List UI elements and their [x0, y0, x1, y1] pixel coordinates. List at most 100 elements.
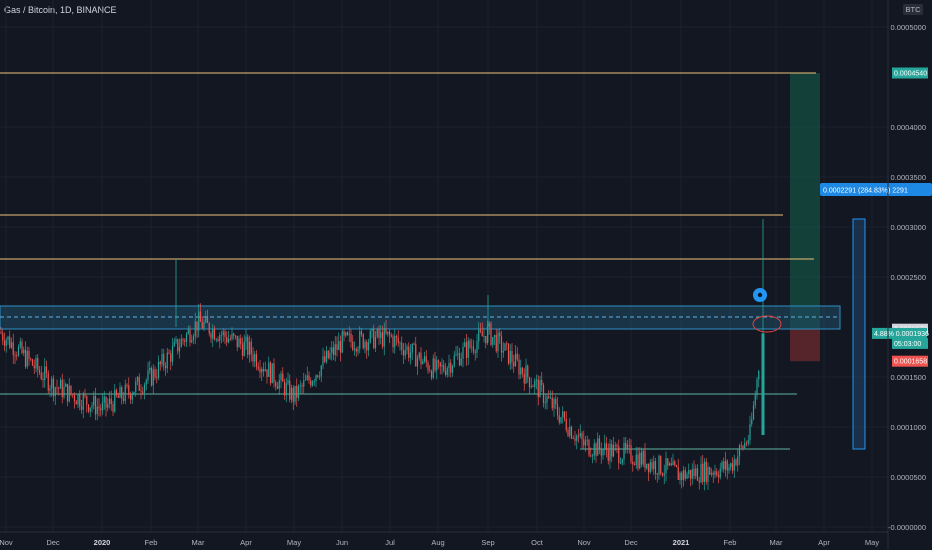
candle	[121, 387, 123, 399]
candle	[583, 439, 585, 446]
candle	[465, 342, 468, 358]
candle	[457, 353, 459, 355]
candle	[226, 336, 228, 343]
candle	[443, 364, 445, 371]
candle	[346, 332, 349, 335]
candle	[0, 332, 2, 334]
candle	[243, 341, 245, 356]
candle	[290, 387, 293, 400]
candle	[560, 417, 562, 423]
candle	[663, 473, 665, 476]
candle	[639, 452, 641, 469]
candle	[7, 336, 9, 341]
x-tick-label: Mar	[192, 538, 205, 547]
candle	[619, 462, 622, 464]
candle	[206, 316, 209, 323]
candle	[611, 443, 613, 457]
candle	[418, 352, 420, 358]
candle	[101, 402, 104, 411]
candle	[180, 339, 182, 348]
candle	[733, 459, 735, 471]
price-tag	[892, 67, 928, 79]
candle	[107, 404, 109, 408]
candle	[684, 470, 686, 479]
candle	[497, 332, 499, 352]
target-box[interactable]	[790, 73, 820, 329]
candle	[674, 461, 676, 466]
candle	[756, 379, 758, 396]
y-tick-label: 0.0003500	[891, 173, 926, 182]
candle	[681, 472, 683, 480]
candle	[336, 344, 338, 351]
candle	[315, 375, 317, 382]
candle	[175, 339, 177, 342]
candle	[588, 439, 590, 456]
candle	[590, 455, 592, 457]
candle	[383, 328, 385, 347]
candle	[609, 443, 611, 461]
candle	[136, 377, 139, 382]
location-pin-dot	[757, 292, 763, 298]
candle	[672, 461, 674, 466]
candle	[626, 444, 629, 449]
stop-box[interactable]	[790, 329, 820, 362]
candle	[427, 362, 429, 371]
candle	[381, 332, 384, 347]
measure-bar[interactable]	[852, 218, 866, 450]
candle	[21, 341, 23, 353]
candle	[224, 331, 226, 337]
candle	[509, 351, 511, 364]
candle	[248, 341, 251, 355]
candle	[12, 342, 14, 356]
candle	[597, 438, 599, 456]
candle	[633, 464, 636, 466]
candle	[10, 342, 13, 348]
candle	[436, 360, 438, 371]
candle	[166, 352, 168, 369]
candle	[52, 378, 55, 397]
candle	[28, 350, 30, 359]
price-tag-label: 4.88% 0.0001936	[874, 331, 929, 338]
candle	[285, 383, 287, 396]
candle	[488, 323, 490, 327]
candle	[675, 465, 678, 468]
candle	[451, 365, 454, 373]
candle	[569, 426, 571, 436]
candle	[16, 355, 18, 357]
candle	[203, 322, 205, 329]
candle	[42, 379, 44, 381]
candle	[530, 386, 532, 388]
candle	[292, 387, 294, 402]
candle	[574, 438, 576, 441]
x-tick-label: Oct	[531, 538, 544, 547]
candle	[205, 316, 207, 323]
candle	[455, 354, 457, 356]
candle	[535, 379, 538, 381]
candle	[691, 469, 693, 479]
candle	[250, 341, 252, 355]
candle	[553, 399, 555, 409]
price-tag-label: 0.0004540	[894, 71, 927, 78]
highlight-ellipse[interactable]	[752, 315, 782, 333]
candle	[385, 328, 387, 334]
candle	[222, 331, 224, 336]
candle	[353, 348, 356, 350]
candle	[376, 329, 378, 337]
candle	[318, 376, 321, 378]
candle	[593, 443, 595, 456]
candle	[703, 461, 706, 482]
candle	[329, 352, 331, 359]
candle	[717, 475, 720, 478]
candle	[303, 380, 305, 387]
candle	[632, 461, 634, 465]
y-tick-label: -0.0000000	[888, 523, 926, 532]
candle	[548, 396, 550, 398]
candle	[486, 326, 489, 344]
y-tick-label: 0.0003000	[891, 223, 926, 232]
candle	[191, 340, 193, 343]
candle	[474, 351, 476, 353]
candle	[355, 348, 357, 352]
candle	[758, 371, 760, 380]
candle	[348, 333, 350, 335]
